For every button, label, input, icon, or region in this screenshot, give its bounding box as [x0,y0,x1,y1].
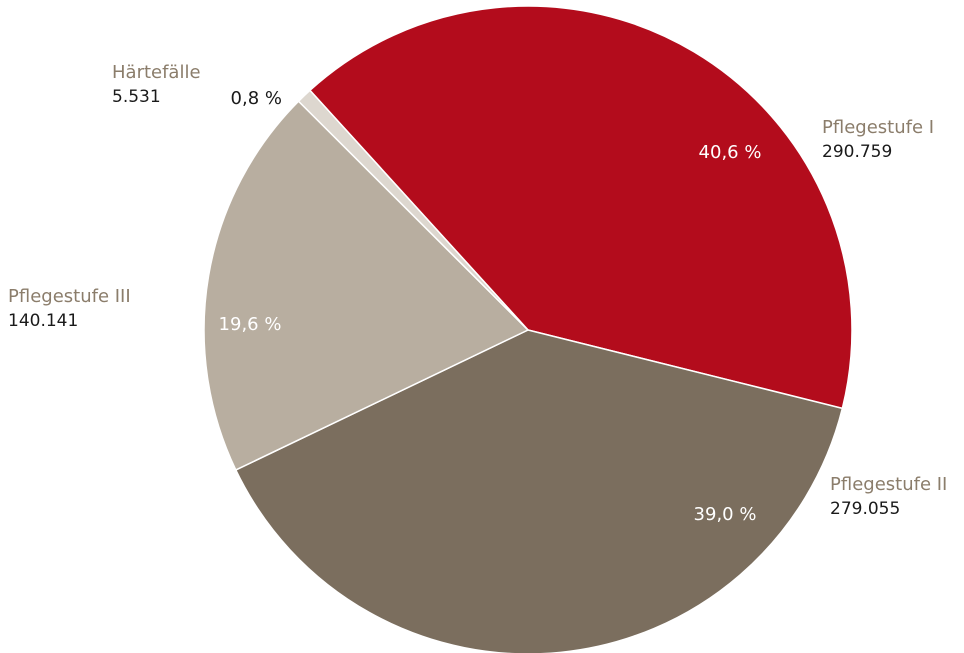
pie-slice-pflegestufe-1 [308,5,853,410]
value-label-pflegestufe-3: 140.141 [8,311,78,331]
pie-labels: Pflegestufe I 290.759 40,6 % Pflegestufe II… [8,62,947,525]
value-label-pflegestufe-1: 290.759 [822,142,892,162]
percent-label-haertefaelle: 0,8 % [231,88,282,109]
percent-label-pflegestufe-3: 19,6 % [219,314,282,335]
value-label-pflegestufe-2: 279.055 [830,499,900,519]
percent-label-pflegestufe-2: 39,0 % [694,504,757,525]
value-label-haertefaelle: 5.531 [112,87,161,107]
pie-slices [203,5,853,653]
pie-slice-haertefaelle [297,89,529,331]
category-label-pflegestufe-2: Pflegestufe II [830,474,947,495]
percent-label-pflegestufe-1: 40,6 % [699,142,762,163]
category-label-pflegestufe-3: Pflegestufe III [8,286,131,307]
category-label-pflegestufe-1: Pflegestufe I [822,117,934,138]
category-label-haertefaelle: Härtefälle [112,62,201,83]
pie-slice-pflegestufe-3 [203,100,530,471]
pie-slice-pflegestufe-2 [234,329,844,653]
